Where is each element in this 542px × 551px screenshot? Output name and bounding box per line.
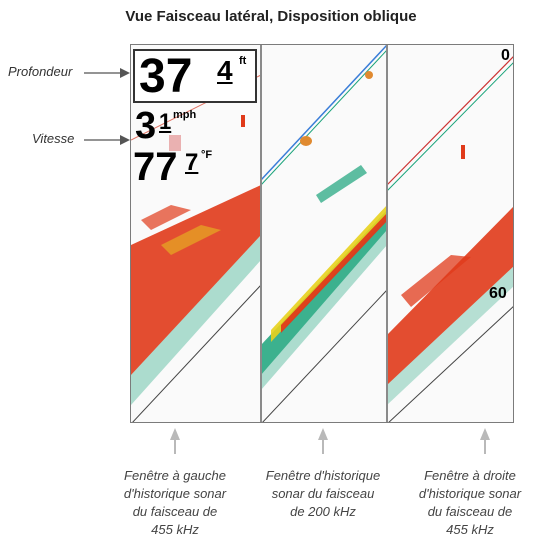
caption-left-line: Fenêtre à gauche (124, 468, 226, 483)
panel-divider-left (260, 45, 262, 422)
center-window-arrow (318, 428, 328, 440)
speed-callout-arrow (84, 135, 130, 145)
caption-center-window: Fenêtre d'historique sonar du faisceau d… (258, 467, 388, 521)
left-window-arrow-stem (174, 440, 176, 454)
depth-callout-label: Profondeur (8, 64, 73, 79)
panel-divider-right (386, 45, 388, 422)
depth-readout: 37 4 ft (133, 49, 257, 103)
speed-callout-label: Vitesse (32, 131, 75, 146)
left-window-arrow (170, 428, 180, 440)
caption-right-line: Fenêtre à droite (424, 468, 516, 483)
right-window-arrow (480, 428, 490, 440)
caption-left-line: du faisceau de (132, 504, 218, 519)
left-panel-returns (131, 74, 262, 422)
figure-title: Vue Faisceau latéral, Disposition obliqu… (125, 8, 417, 25)
depth-unit: ft (239, 55, 247, 67)
sonar-display: 37 4 ft 3 1 mph 77 7 °F 0 60 (130, 44, 514, 423)
caption-right-line: du faisceau de (427, 504, 513, 519)
caption-center-line: de 200 kHz (290, 504, 356, 519)
caption-center-line: Fenêtre d'historique (265, 468, 381, 483)
caption-left-line: d'historique sonar (123, 486, 227, 501)
right-window-arrow-stem (484, 440, 486, 454)
center-panel-returns (260, 45, 388, 422)
depth-callout-arrow (84, 68, 130, 78)
speed-tenths: 1 (159, 109, 172, 134)
depth-tenths: 4 (217, 55, 233, 86)
sonar-returns (131, 45, 513, 422)
temperature-tenths: 7 (185, 149, 199, 176)
temperature-value: 77 (133, 145, 178, 189)
temperature-unit: °F (201, 149, 213, 161)
depth-value: 37 (139, 50, 193, 103)
caption-left-line: 455 kHz (151, 522, 199, 537)
right-panel-returns (386, 56, 513, 422)
center-window-arrow-stem (322, 440, 324, 454)
caption-right-window: Fenêtre à droite d'historique sonar du f… (405, 467, 535, 539)
caption-left-window: Fenêtre à gauche d'historique sonar du f… (110, 467, 240, 539)
speed-unit: mph (173, 109, 197, 121)
caption-center-line: sonar du faisceau (271, 486, 375, 501)
speed-value: 3 (135, 105, 157, 147)
depth-scale-top: 0 (501, 47, 510, 64)
caption-right-line: d'historique sonar (418, 486, 522, 501)
depth-scale-bottom: 60 (489, 285, 507, 302)
caption-right-line: 455 kHz (446, 522, 494, 537)
